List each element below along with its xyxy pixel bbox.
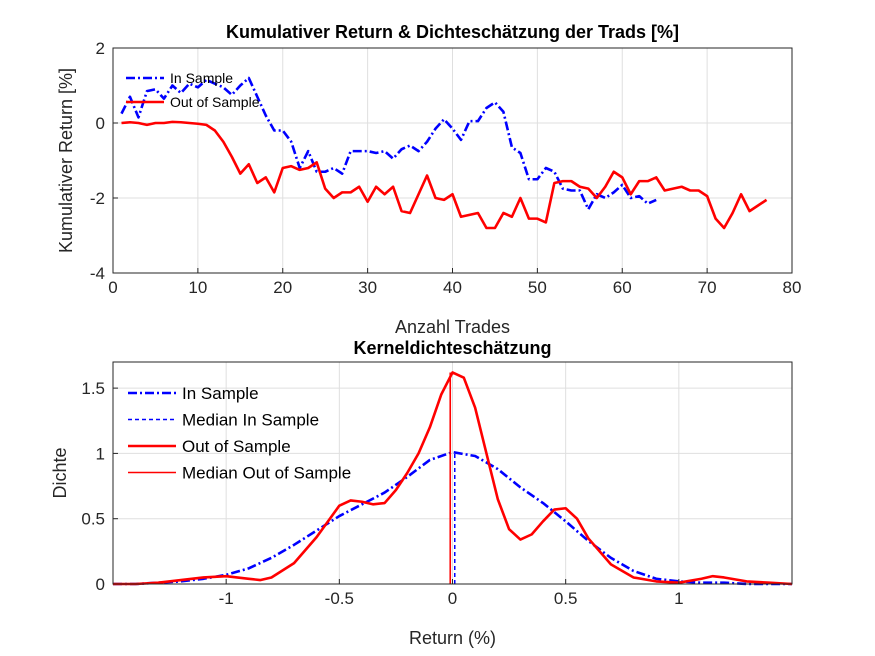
x-axis-label: Anzahl Trades (395, 317, 510, 337)
x-tick-label: 60 (613, 278, 632, 297)
legend-label: Out of Sample (170, 94, 260, 110)
x-tick-label: 10 (188, 278, 207, 297)
tick-labels: 0 10 20 30 40 50 60 70 80 -4 -2 0 2 (90, 39, 802, 297)
x-tick-label: -1 (219, 589, 234, 608)
x-tick-label: 50 (528, 278, 547, 297)
x-tick-label: 0.5 (554, 589, 578, 608)
legend-label: In Sample (182, 384, 259, 403)
legend-label: Median Out of Sample (182, 463, 351, 482)
x-tick-label: 0 (448, 589, 457, 608)
y-tick-label: 2 (96, 39, 105, 58)
y-tick-label: 1 (96, 444, 105, 463)
legend-label: Out of Sample (182, 437, 291, 456)
chart-title: Kumulativer Return & Dichteschätzung der… (226, 22, 679, 42)
chart-2: -1 -0.5 0 0.5 1 0 0.5 1 1.5 Kerneldichteschätzung… (50, 338, 793, 648)
x-tick-label: -0.5 (325, 589, 354, 608)
y-tick-label: 0 (96, 575, 105, 594)
series-line-out-of-sample (121, 120, 768, 230)
y-tick-label: 0.5 (81, 510, 105, 529)
y-axis-label: Dichte (50, 447, 70, 498)
series-group (113, 371, 793, 586)
legend: In Sample Median In Sample Out of Sample Me… (128, 384, 351, 482)
series-line-in-sample (120, 76, 657, 211)
x-tick-label: 70 (698, 278, 717, 297)
chart-title: Kerneldichteschätzung (353, 338, 551, 358)
y-tick-label: 0 (96, 114, 105, 133)
series-group (120, 76, 768, 230)
x-tick-label: 80 (783, 278, 802, 297)
x-tick-label: 40 (443, 278, 462, 297)
y-tick-label: 1.5 (81, 379, 105, 398)
legend: In Sample Out of Sample (126, 70, 260, 110)
legend-label: Median In Sample (182, 410, 319, 429)
y-tick-label: -2 (90, 189, 105, 208)
legend-label: In Sample (170, 70, 233, 86)
x-axis-label: Return (%) (409, 628, 496, 648)
x-tick-label: 30 (358, 278, 377, 297)
series-line-out-of-sample (113, 371, 793, 586)
x-tick-label: 1 (674, 589, 683, 608)
y-axis-label: Kumulativer Return [%] (56, 68, 76, 253)
x-tick-label: 20 (273, 278, 292, 297)
y-tick-label: -4 (90, 264, 105, 283)
tick-labels: -1 -0.5 0 0.5 1 0 0.5 1 1.5 (81, 379, 683, 608)
chart-1: 0 10 20 30 40 50 60 70 80 -4 -2 0 2 Kumulativer Retur… (56, 22, 801, 337)
x-tick-label: 0 (108, 278, 117, 297)
